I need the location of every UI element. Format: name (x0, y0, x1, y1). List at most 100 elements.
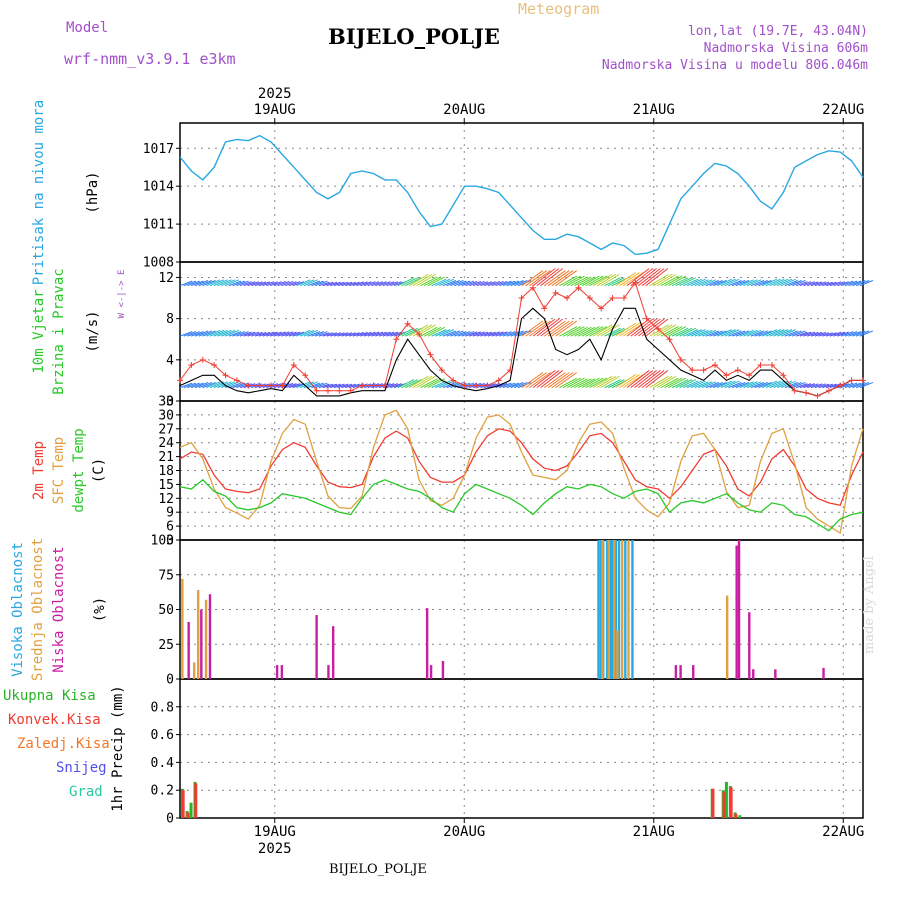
wind-arrow (480, 281, 492, 287)
wind-arrow (333, 332, 345, 337)
wind-arrow (487, 280, 500, 287)
cloud-bar (725, 595, 729, 679)
wind-arrow (743, 329, 758, 337)
cloud-bar (193, 662, 196, 679)
cloud-bar (181, 578, 184, 679)
wind-arrow (442, 330, 457, 337)
wind-arrow (653, 375, 673, 389)
wind-arrow (833, 281, 846, 287)
wind-gust-marker (803, 389, 810, 396)
wind-arrow (378, 331, 391, 337)
wind-arrow (600, 375, 620, 389)
wind-arrow (397, 327, 415, 337)
wind-arrow (814, 281, 826, 287)
wind-arrow (814, 383, 826, 389)
wind-arrow (300, 329, 315, 337)
wind-arrow (559, 275, 578, 287)
wind-arrow (720, 380, 736, 389)
wind-arrow (807, 331, 819, 337)
wind-arrow (345, 281, 356, 287)
wind-arrow (330, 332, 341, 337)
cloud-tick-label: 25 (158, 638, 174, 653)
wind-arrow (337, 281, 349, 287)
temperature-tick-label: 6 (166, 520, 174, 535)
wind-arrow (840, 382, 854, 389)
wind-arrow (747, 279, 762, 287)
wind-arrow (322, 332, 334, 337)
wind-arrow (285, 331, 297, 337)
wind-arrow (454, 331, 467, 337)
wind-gust-marker (199, 356, 206, 363)
wind-gust-marker (507, 367, 514, 374)
wind-arrow (754, 330, 768, 337)
wind-arrow (382, 281, 395, 287)
precip-tick-label: 0.8 (151, 700, 174, 715)
wind-arrow (574, 326, 592, 337)
wind-arrow (194, 280, 209, 287)
cloud-tick-label: 0 (166, 673, 174, 688)
wind-arrow (848, 382, 861, 389)
temperature-ylabel: dewpt Temp (71, 428, 87, 512)
precip-bar (186, 812, 190, 818)
wind-arrow (656, 324, 677, 337)
cloud-bar (674, 665, 678, 679)
wind-arrow (254, 281, 267, 287)
wind-arrow (254, 331, 267, 337)
wind-arrow (536, 268, 560, 287)
wind-arrow (765, 380, 781, 389)
wind-arrow (668, 377, 687, 389)
wind-gust-marker (541, 305, 548, 312)
wind-gust-marker (279, 382, 286, 389)
wind-arrow (536, 370, 560, 389)
wind-arrow (232, 280, 245, 287)
wind-arrow (262, 331, 275, 337)
wind-arrow (701, 329, 717, 337)
wind-tick-label: 8 (166, 312, 174, 327)
year-label-top: 2025 (258, 86, 292, 102)
wind-arrow (499, 382, 512, 389)
wind-arrow (619, 272, 640, 287)
wind-arrow (472, 331, 485, 337)
wind-gust-marker (791, 387, 798, 394)
day-label-top: 19AUG (254, 102, 296, 118)
wind-arrow (183, 382, 197, 389)
wind-arrow (420, 326, 438, 337)
wind-arrow (825, 332, 837, 337)
wind-arrow (551, 372, 574, 389)
cloud-bar (748, 612, 751, 679)
wind-arrow (228, 331, 242, 337)
wind-arrow (461, 280, 475, 287)
wind-arrow (622, 322, 644, 337)
cloud-bar (692, 665, 695, 679)
wind-gust-marker (723, 372, 730, 379)
wind-arrow (258, 331, 271, 337)
wind-arrow (750, 330, 765, 337)
wind-arrow (405, 327, 422, 337)
wind-arrow (521, 372, 544, 389)
wind-arrow (438, 329, 455, 337)
wind-arrow (209, 279, 225, 287)
wind-arrow (615, 272, 637, 287)
wind-gust-marker (814, 392, 821, 399)
wind-arrow (202, 381, 216, 389)
wind-arrow (525, 372, 548, 389)
wind-arrow (360, 281, 372, 287)
wind-arrow (269, 281, 282, 287)
pressure-ylabel: Pritisak na nivou mora (31, 100, 47, 285)
model-label: Model (66, 20, 109, 36)
wind-tick-label: 4 (166, 353, 174, 368)
wind-arrow (427, 326, 446, 337)
wind-arrow (495, 280, 508, 287)
wind-arrow (281, 280, 294, 287)
wind-arrow (499, 280, 512, 287)
wind-arrow (626, 370, 650, 389)
temperature-ylabel: 2m Temp (31, 441, 47, 500)
wind-arrow (709, 330, 723, 337)
precip-legend-item: Zaledj.Kisa (17, 736, 110, 752)
wind-arrow (600, 324, 620, 337)
wind-arrow (788, 330, 802, 337)
precip-bar (711, 788, 715, 818)
wind-arrow (446, 330, 460, 337)
wind-arrow (799, 331, 812, 337)
wind-arrow (262, 281, 275, 287)
